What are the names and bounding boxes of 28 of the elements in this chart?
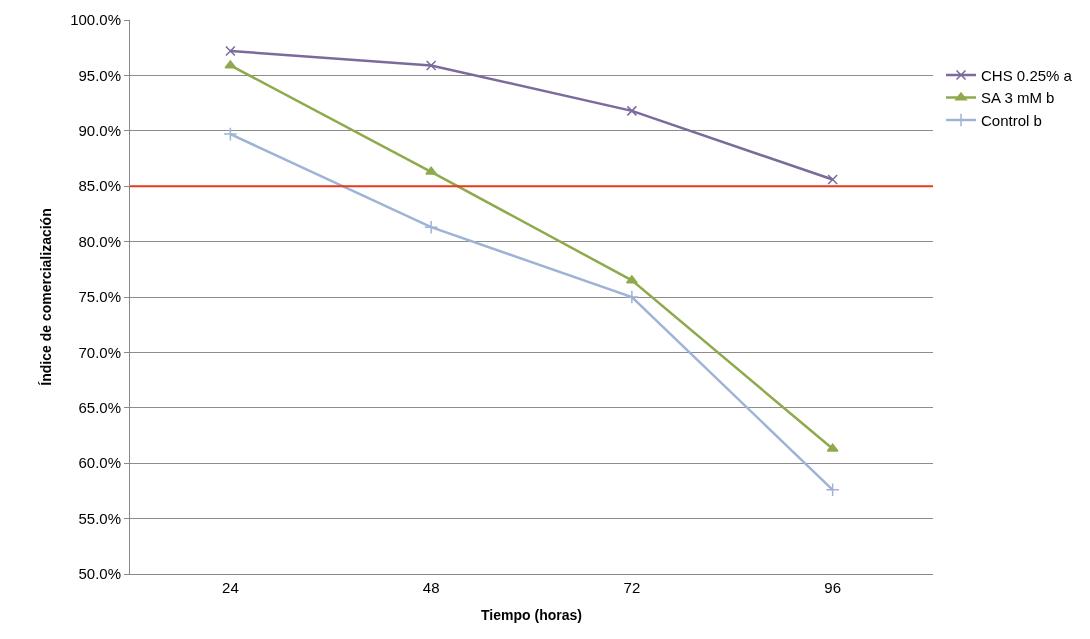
y-axis-title: Índice de comercialización [37,208,54,386]
y-tick-label: 50.0% [78,565,121,583]
point [425,60,437,71]
point [827,174,838,185]
point [626,105,638,117]
point [624,289,639,305]
x-axis-title: Tiempo (horas) [481,607,582,624]
point [424,220,439,235]
legend-label: CHS 0.25% a [981,66,1073,84]
y-tick-label: 95.0% [78,66,121,84]
y-tick-label: 90.0% [78,122,121,140]
y-tick-label: 70.0% [78,343,121,361]
y-tick-label: 100.0% [70,11,121,29]
point [825,482,840,497]
x-tick-label: 96 [824,579,841,596]
x-tick-label: 48 [422,579,440,596]
x-tick-label: 72 [623,579,641,596]
legend-label: Control b [981,111,1042,129]
y-tick-label: 75.0% [78,288,121,306]
y-tick-label: 65.0% [78,399,121,417]
point [225,45,236,57]
legend-label: SA 3 mM b [981,89,1055,107]
y-tick-label: 55.0% [78,509,121,527]
point [223,127,238,142]
y-tick-label: 80.0% [78,232,121,250]
y-tick-label: 60.0% [78,454,121,472]
x-tick-label: 24 [222,579,239,596]
y-tick-label: 85.0% [78,177,121,195]
